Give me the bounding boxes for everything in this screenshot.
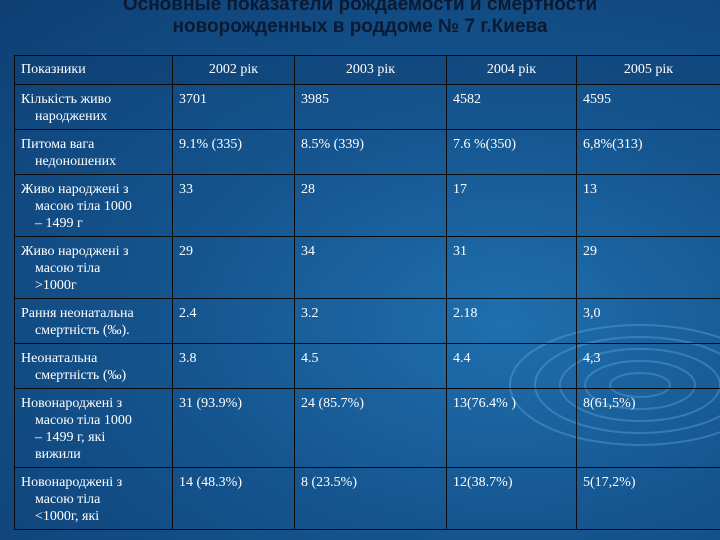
column-header-2002: 2002 рік	[172, 55, 295, 85]
table-row: Неонатальна смертність (‰) 3.8 4.5 4.4 4,…	[14, 343, 720, 389]
row-label-line: смертність (‰)	[35, 368, 127, 383]
row-label-line: масою тіла	[35, 492, 101, 507]
title-line-2: новорожденных в роддоме № 7 г.Киева	[172, 16, 548, 37]
table-cell: 6,8%(313)	[576, 129, 720, 175]
table-cell: 4595	[576, 84, 720, 130]
table-cell: 2.18	[446, 298, 577, 344]
row-label-line: Живо народжені з	[21, 182, 129, 197]
table-row: Питома вага недоношених 9.1% (335) 8.5% (…	[14, 129, 720, 175]
row-label-line: недоношених	[35, 154, 117, 169]
table-cell: 4,3	[576, 343, 720, 389]
row-label-line: масою тіла 1000	[35, 199, 132, 214]
row-label-line: масою тіла	[35, 261, 101, 276]
row-label-line: Неонатальна	[21, 351, 98, 366]
table-cell: 3701	[172, 84, 295, 130]
row-label: Живо народжені з масою тіла 1000 – 1499 г	[14, 174, 173, 237]
table-cell: 8(61,5%)	[576, 388, 720, 468]
row-label-line: Питома вага	[21, 137, 95, 152]
row-label-line: Новонароджені з	[21, 396, 123, 411]
column-header-2005: 2005 рік	[576, 55, 720, 85]
row-label: Неонатальна смертність (‰)	[14, 343, 173, 389]
table-cell: 4582	[446, 84, 577, 130]
row-label: Питома вага недоношених	[14, 129, 173, 175]
table-cell: 33	[172, 174, 295, 237]
table-cell: 31 (93.9%)	[172, 388, 295, 468]
table-cell: 4.4	[446, 343, 577, 389]
table-row: Рання неонатальна смертність (‰). 2.4 3.2…	[14, 298, 720, 344]
table-row: Кількість живо народжених 3701 3985 4582 …	[14, 84, 720, 130]
table-cell: 17	[446, 174, 577, 237]
table-cell: 3,0	[576, 298, 720, 344]
row-label-line: вижили	[35, 447, 81, 462]
table-cell: 14 (48.3%)	[172, 467, 295, 530]
table-cell: 9.1% (335)	[172, 129, 295, 175]
column-header-2004: 2004 рік	[446, 55, 577, 85]
row-label-line: Рання неонатальна	[21, 306, 134, 321]
row-label: Кількість живо народжених	[14, 84, 173, 130]
table-cell: 24 (85.7%)	[294, 388, 447, 468]
row-label-line: – 1499 г	[35, 216, 83, 231]
indicators-table: Показники 2002 рік 2003 рік 2004 рік 200…	[14, 55, 720, 530]
row-label-line: масою тіла 1000	[35, 413, 132, 428]
table-cell: 31	[446, 236, 577, 299]
table-cell: 29	[576, 236, 720, 299]
table-cell: 28	[294, 174, 447, 237]
table-row: Живо народжені з масою тіла 1000– 1499 г …	[14, 174, 720, 237]
table-row: Новонароджені з масою тіла 1000 – 1499 г, …	[14, 388, 720, 468]
table-cell: 2.4	[172, 298, 295, 344]
table-cell: 29	[172, 236, 295, 299]
table-cell: 3.2	[294, 298, 447, 344]
column-header-indicators: Показники	[14, 55, 173, 85]
table-cell: 4.5	[294, 343, 447, 389]
row-label-line: – 1499 г, які	[35, 430, 106, 445]
table-cell: 13(76.4% )	[446, 388, 577, 468]
title-line-1: Основные показатели рождаемости и смертн…	[122, 0, 598, 15]
row-label: Рання неонатальна смертність (‰).	[14, 298, 173, 344]
row-label-line: <1000г, які	[35, 509, 100, 524]
table-row: Живо народжені з масою тіла >1000г 29 34 3…	[14, 236, 720, 299]
table-row: Новонароджені з масою тіла <1000г, які 14 …	[14, 467, 720, 530]
row-label: Новонароджені з масою тіла 1000 – 1499 г, …	[14, 388, 173, 468]
slide-title: Основные показатели рождаемости и смертн…	[0, 0, 720, 38]
row-label: Новонароджені з масою тіла <1000г, які	[14, 467, 173, 530]
table-cell: 3.8	[172, 343, 295, 389]
row-label-line: смертність (‰).	[35, 323, 130, 338]
table-cell: 5(17,2%)	[576, 467, 720, 530]
row-label-line: народжених	[35, 109, 108, 124]
table-cell: 12(38.7%)	[446, 467, 577, 530]
row-label-line: Кількість живо	[21, 92, 112, 107]
table-cell: 34	[294, 236, 447, 299]
row-label: Живо народжені з масою тіла >1000г	[14, 236, 173, 299]
table-cell: 13	[576, 174, 720, 237]
table-cell: 8 (23.5%)	[294, 467, 447, 530]
table-cell: 8.5% (339)	[294, 129, 447, 175]
column-header-2003: 2003 рік	[294, 55, 447, 85]
table-cell: 7.6 %(350)	[446, 129, 577, 175]
row-label-line: Новонароджені з	[21, 475, 123, 490]
row-label-line: >1000г	[35, 278, 77, 293]
table-header-row: Показники 2002 рік 2003 рік 2004 рік 200…	[14, 55, 720, 85]
row-label-line: Живо народжені з	[21, 244, 129, 259]
table-cell: 3985	[294, 84, 447, 130]
